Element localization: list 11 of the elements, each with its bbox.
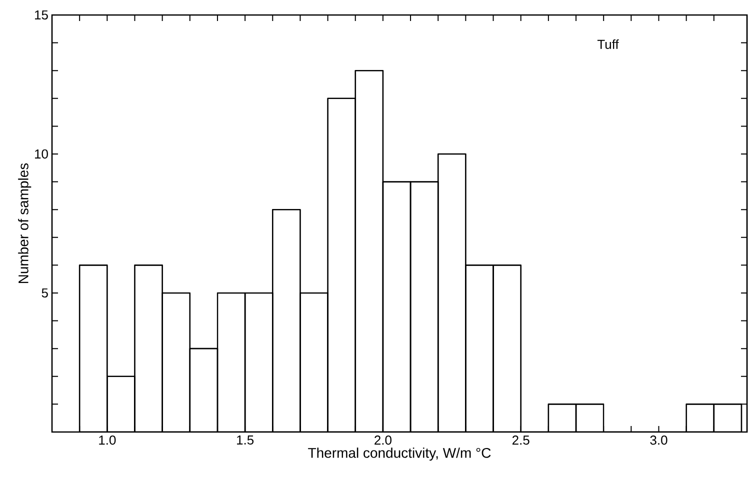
y-tick-label: 10	[35, 149, 48, 159]
y-axis-title: Number of samples	[18, 163, 32, 284]
x-tick-label: 2.0	[374, 436, 392, 445]
y-tick-label: 15	[35, 10, 48, 20]
x-tick-label: 1.5	[237, 436, 254, 445]
x-tick-label: 1.0	[99, 436, 116, 445]
x-axis-title: Thermal conductivity, W/m °C	[308, 448, 491, 461]
y-tick-label: 5	[42, 288, 48, 298]
x-tick-label: 3.0	[650, 436, 668, 445]
x-tick-label: 2.5	[512, 436, 530, 445]
annotation: Tuff	[597, 39, 619, 49]
